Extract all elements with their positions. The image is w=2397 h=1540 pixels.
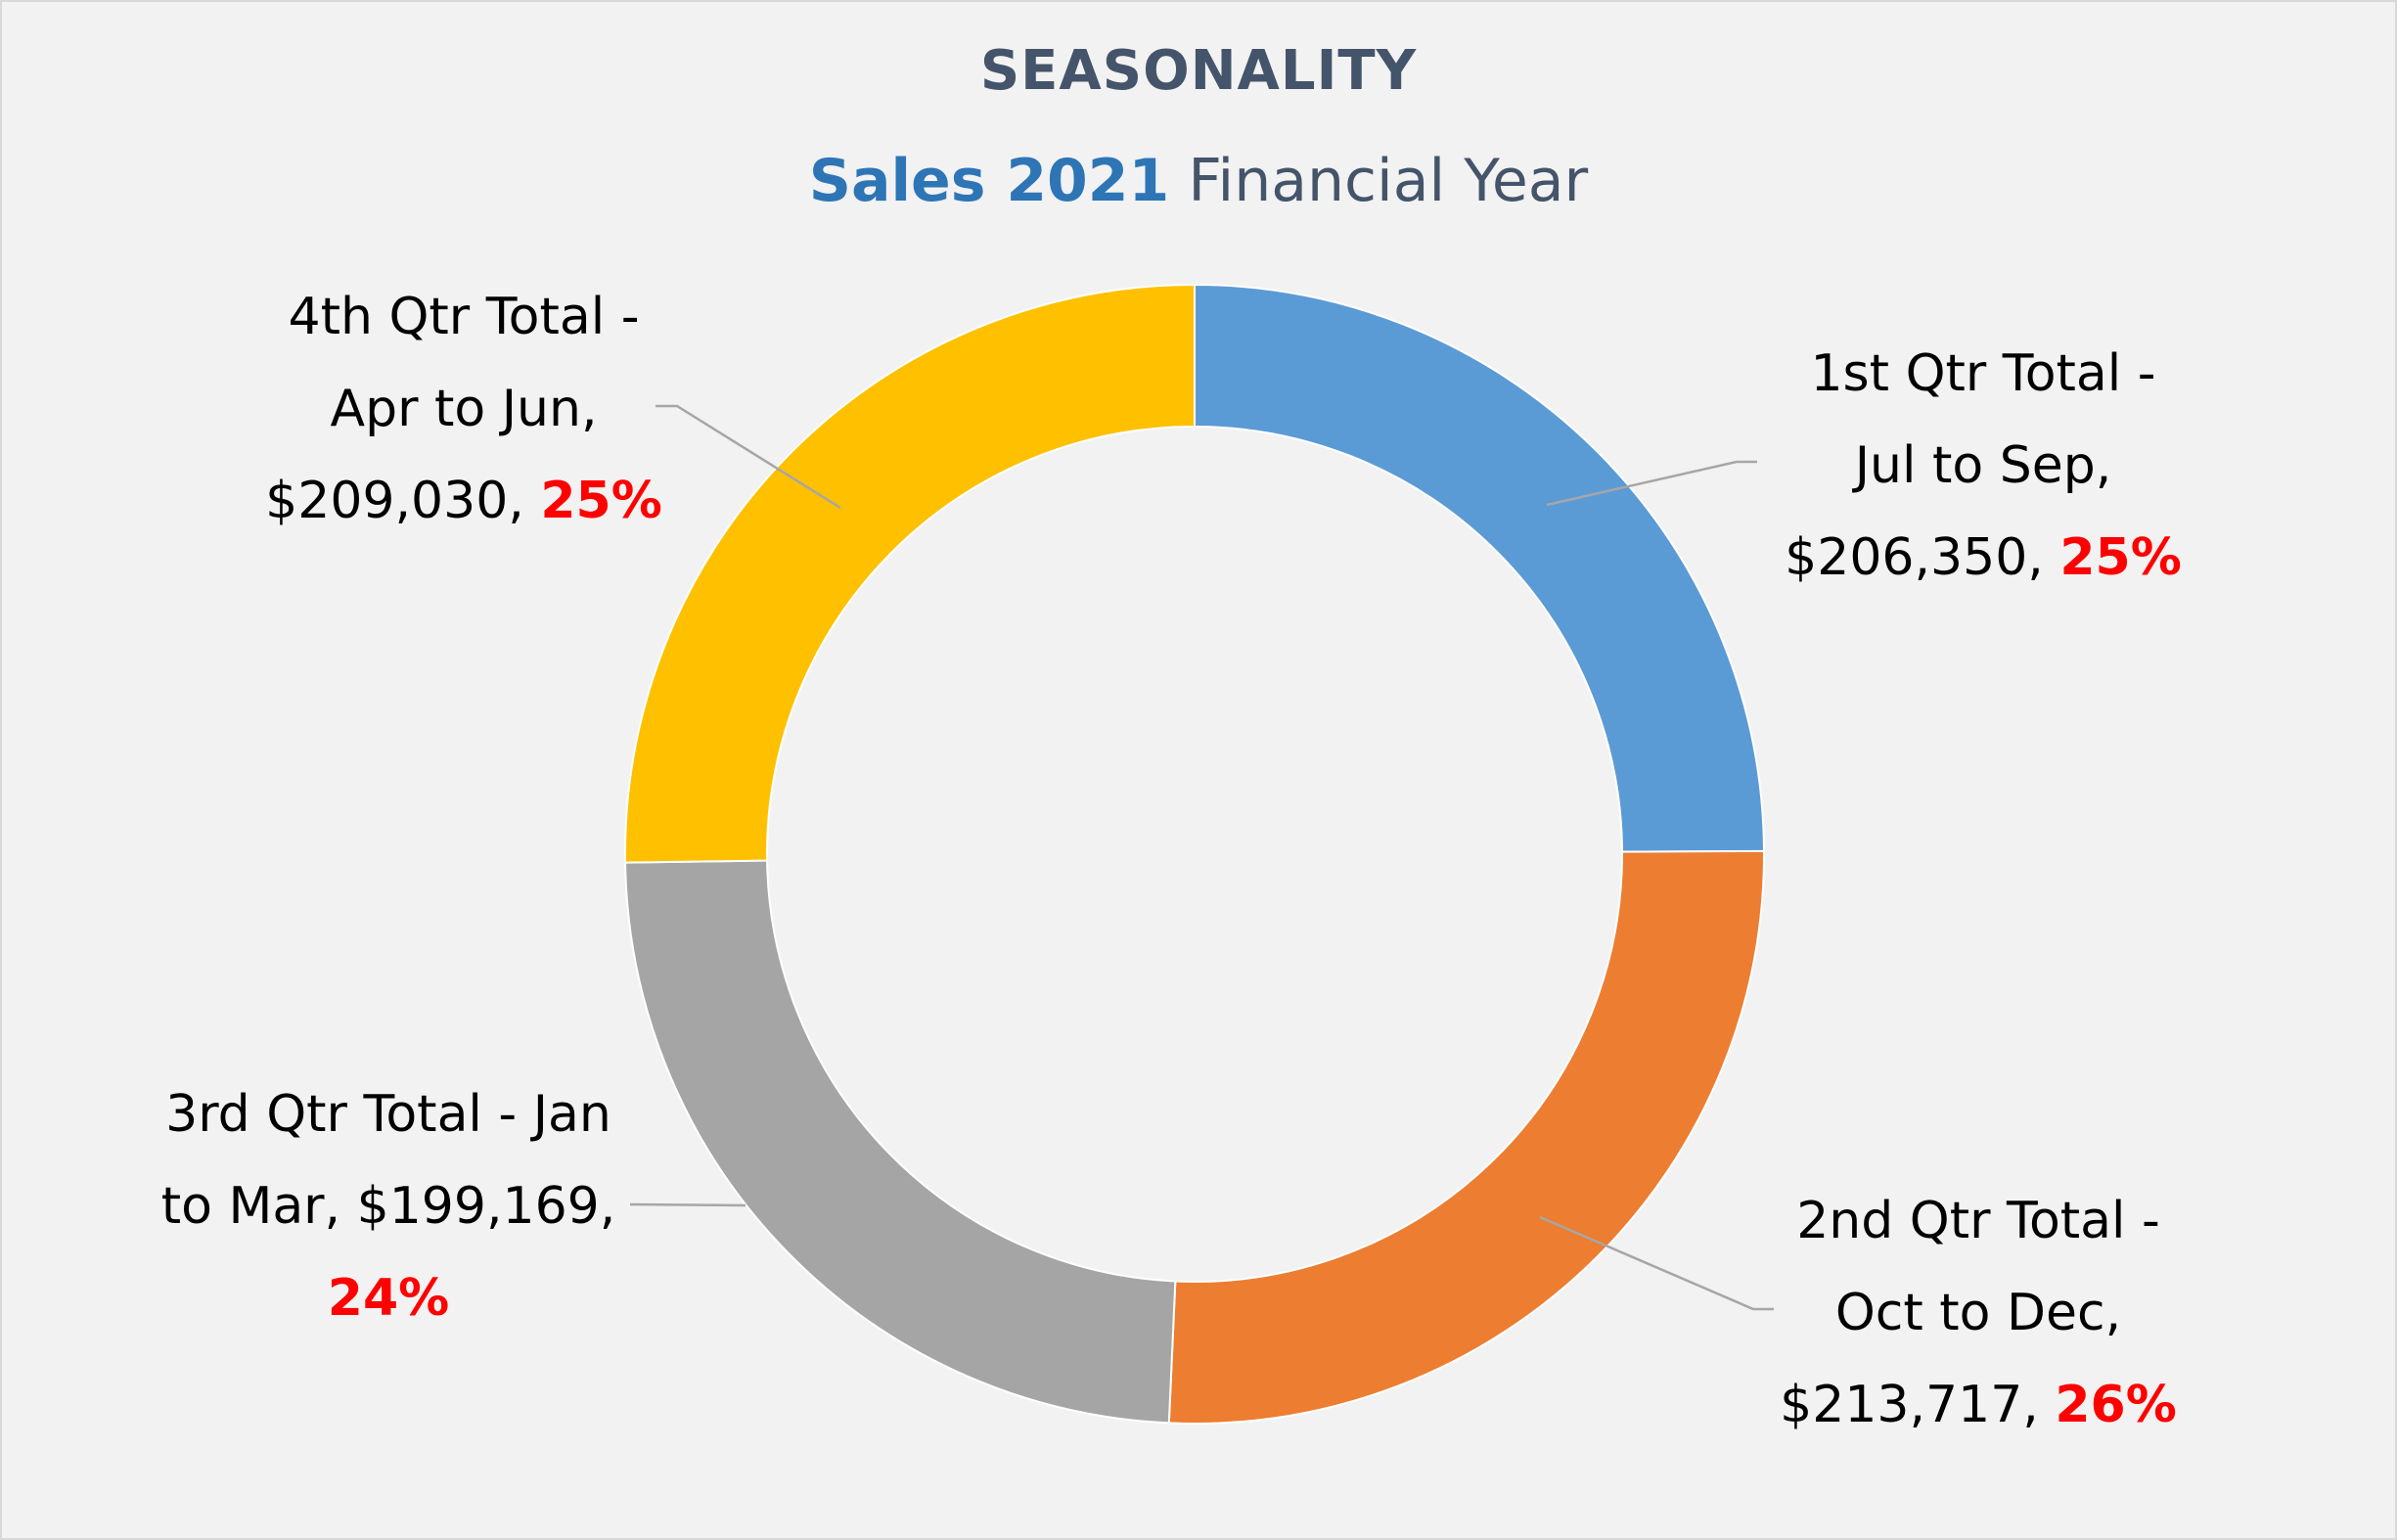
slice-label-q3-line3: 24% — [114, 1252, 662, 1344]
slice-label-q4-line3: $209,030, 25% — [234, 455, 694, 547]
leader-line-q2 — [1539, 1215, 1774, 1311]
donut-slice-q2 — [1167, 849, 1765, 1425]
donut-slice-q4 — [624, 283, 1196, 864]
slice-label-q3-line1: 3rd Qtr Total - Jan — [165, 1085, 611, 1144]
chart-subtitle-rest: Financial Year — [1188, 147, 1589, 215]
slice-label-q2-value: $213,717, — [1780, 1376, 2039, 1434]
chart-title: SEASONALITY — [979, 39, 1418, 103]
chart-subtitle: Sales 2021 Financial Year — [2, 147, 2395, 215]
slice-label-q4-line2: Apr to Jun, — [330, 380, 598, 438]
slice-label-q2-line3: $213,717, 26% — [1748, 1359, 2208, 1451]
leader-line-q1 — [1546, 460, 1757, 507]
slice-label-q1-line3: $206,350, 25% — [1753, 512, 2213, 604]
slice-label-q3-percent: 24% — [327, 1269, 450, 1328]
chart-subtitle-strong: Sales 2021 — [808, 147, 1170, 215]
slice-label-q4: 4th Qtr Total - Apr to Jun, $209,030, 25… — [234, 271, 694, 547]
slice-label-q1-line2: Jul to Sep, — [1854, 436, 2112, 495]
slice-label-q2-line2: Oct to Dec, — [1834, 1284, 2122, 1342]
slice-label-q1-percent: 25% — [2059, 528, 2182, 587]
slice-label-q2-percent: 26% — [2055, 1376, 2177, 1434]
slice-label-q2: 2nd Qtr Total - Oct to Dec, $213,717, 26… — [1748, 1175, 2208, 1451]
slice-label-q1-value: $206,350, — [1785, 528, 2044, 587]
slice-label-q4-value: $209,030, — [265, 472, 524, 530]
donut-slice-q3 — [624, 859, 1177, 1425]
slice-label-q4-line1: 4th Qtr Total - — [288, 288, 640, 346]
leader-line-q3 — [629, 1202, 746, 1207]
leader-line-q4 — [656, 404, 841, 510]
slice-label-q2-line1: 2nd Qtr Total - — [1796, 1192, 2160, 1250]
slice-label-q4-percent: 25% — [540, 472, 662, 530]
slice-label-q3-line2: to Mar, $199,169, — [160, 1177, 616, 1236]
donut-slice-q1 — [1194, 283, 1765, 853]
slice-label-q1-line1: 1st Qtr Total - — [1810, 344, 2156, 403]
slice-label-q3: 3rd Qtr Total - Jan to Mar, $199,169, 24… — [114, 1068, 662, 1344]
slice-label-q1: 1st Qtr Total - Jul to Sep, $206,350, 25… — [1753, 328, 2213, 604]
